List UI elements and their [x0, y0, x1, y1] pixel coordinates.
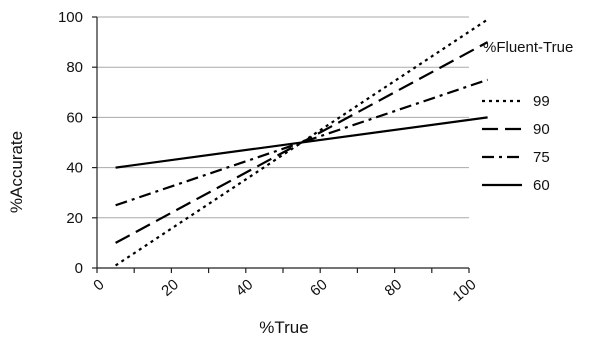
series-line-75 [115, 78, 488, 207]
series-line-60 [115, 116, 488, 169]
series-lines [114, 18, 489, 267]
legend: 99 90 75 60 [482, 93, 550, 194]
y-tick-label-80: 80 [66, 59, 83, 76]
x-axis-title: %True [259, 318, 308, 337]
y-tick-label-100: 100 [58, 9, 83, 26]
axes [96, 17, 469, 269]
x-tick-label-0: 0 [90, 276, 107, 294]
x-tick-label-80: 80 [381, 276, 405, 300]
y-axis-title: %Accurate [7, 131, 26, 213]
legend-title: %Fluent-True [483, 39, 573, 56]
legend-label-90: 90 [533, 121, 550, 138]
y-tick-label-20: 20 [66, 210, 83, 227]
x-tick-label-20: 20 [158, 276, 182, 300]
x-tick-label-40: 40 [233, 276, 257, 300]
legend-label-99: 99 [533, 93, 550, 110]
y-axis-ticks: 0 20 40 60 80 100 [58, 9, 97, 277]
y-tick-label-0: 0 [75, 260, 83, 277]
y-tick-label-40: 40 [66, 160, 83, 177]
y-tick-label-60: 60 [66, 109, 83, 126]
gridlines [97, 16, 469, 219]
x-axis-ticks: 0 20 40 60 80 100 [90, 268, 480, 305]
legend-label-75: 75 [533, 149, 550, 166]
legend-label-60: 60 [533, 177, 550, 194]
x-tick-label-60: 60 [307, 276, 331, 300]
series-line-99 [114, 18, 489, 267]
x-tick-label-100: 100 [449, 276, 479, 305]
